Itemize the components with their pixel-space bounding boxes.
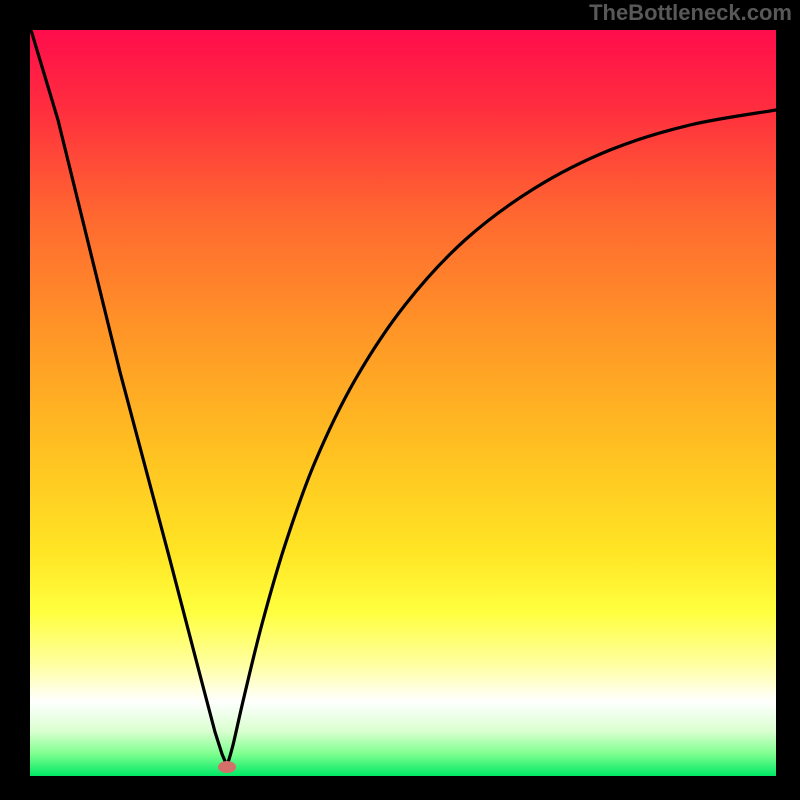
plot-area [30,30,776,776]
bottleneck-curve [31,30,776,766]
watermark-text: TheBottleneck.com [589,0,792,26]
curve-layer [30,30,776,776]
minimum-marker [218,761,236,773]
